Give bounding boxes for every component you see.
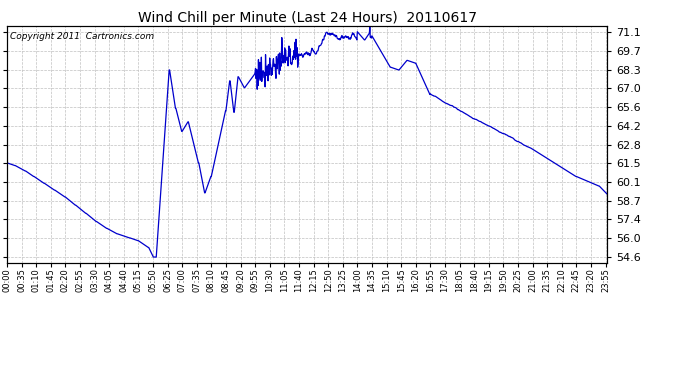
Title: Wind Chill per Minute (Last 24 Hours)  20110617: Wind Chill per Minute (Last 24 Hours) 20… xyxy=(137,11,477,25)
Text: Copyright 2011  Cartronics.com: Copyright 2011 Cartronics.com xyxy=(10,32,154,41)
